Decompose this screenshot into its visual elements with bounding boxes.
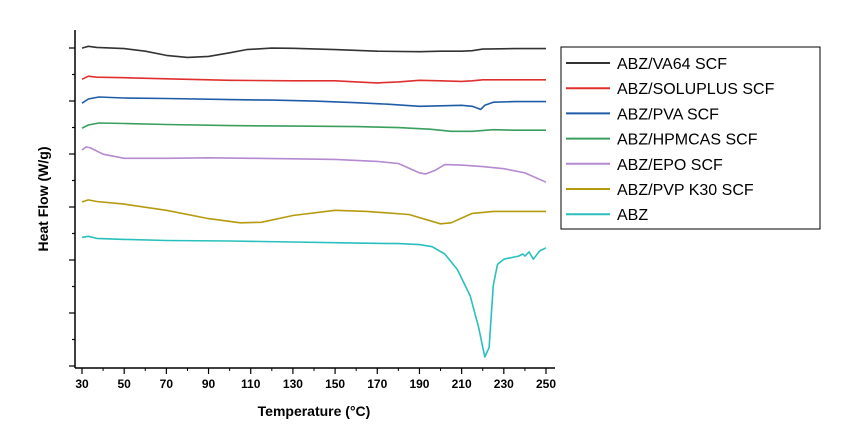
series-line-5 xyxy=(81,146,547,183)
series-line-4 xyxy=(81,122,546,133)
legend: ABZ/VA64 SCF ABZ/SOLUPLUS SCF ABZ/PVA SCF A… xyxy=(560,46,821,230)
legend-label-3: ABZ/PVA SCF xyxy=(617,106,719,123)
axes xyxy=(74,30,555,369)
legend-label-5: ABZ/EPO SCF xyxy=(617,157,723,174)
series-lines xyxy=(81,45,547,358)
series-line-7 xyxy=(81,235,547,358)
x-tick-label: 170 xyxy=(367,377,387,391)
x-tick-label: 250 xyxy=(536,377,556,391)
y-axis-title: Heat Flow (W/g) xyxy=(35,147,51,252)
series-line-1 xyxy=(81,45,546,59)
y-ticks xyxy=(69,47,75,367)
x-tick-label: 70 xyxy=(160,377,174,391)
x-axis-title: Temperature (°C) xyxy=(258,403,371,419)
x-tick-label: 130 xyxy=(283,377,303,391)
legend-label-4: ABZ/HPMCAS SCF xyxy=(617,132,758,149)
x-tick-label: 110 xyxy=(241,377,261,391)
x-tick-label: 210 xyxy=(452,377,472,391)
x-ticks: 30 50 70 90 110 130 150 170 190 210 230 250 xyxy=(75,368,556,391)
x-tick-label: 190 xyxy=(409,377,429,391)
series-line-6 xyxy=(81,199,546,225)
x-tick-label: 30 xyxy=(75,377,89,391)
legend-label-1: ABZ/VA64 SCF xyxy=(617,56,727,73)
series-line-3 xyxy=(81,96,546,111)
x-tick-label: 150 xyxy=(325,377,345,391)
legend-label-7: ABZ xyxy=(617,207,648,224)
legend-label-2: ABZ/SOLUPLUS SCF xyxy=(617,81,775,98)
series-line-2 xyxy=(81,75,546,84)
x-tick-label: 50 xyxy=(118,377,132,391)
legend-label-6: ABZ/PVP K30 SCF xyxy=(617,182,754,199)
x-tick-label: 90 xyxy=(202,377,216,391)
x-tick-label: 230 xyxy=(494,377,514,391)
